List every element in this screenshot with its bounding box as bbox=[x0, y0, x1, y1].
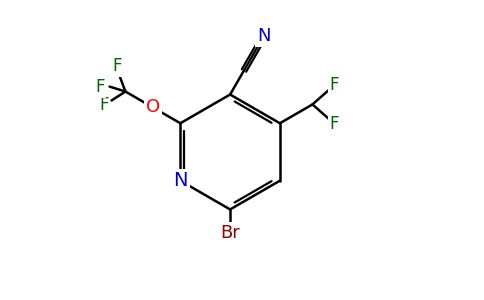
Text: N: N bbox=[173, 171, 188, 190]
Text: F: F bbox=[95, 78, 105, 96]
Text: O: O bbox=[146, 98, 160, 116]
Text: F: F bbox=[330, 76, 339, 94]
Text: F: F bbox=[113, 57, 122, 75]
Text: N: N bbox=[257, 27, 271, 45]
Text: F: F bbox=[330, 115, 339, 133]
Text: Br: Br bbox=[220, 224, 240, 242]
Text: F: F bbox=[99, 96, 108, 114]
